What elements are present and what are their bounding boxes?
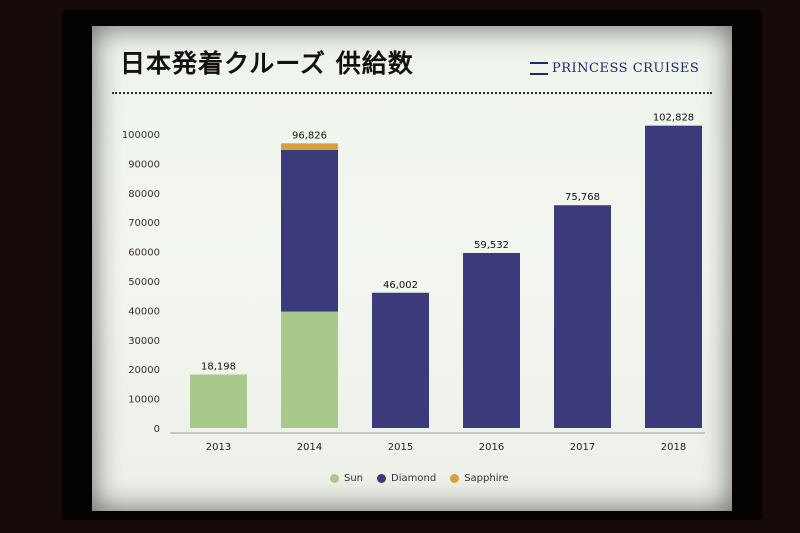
y-tick-label: 10000 [128, 395, 160, 406]
x-tick-label-2016: 2016 [479, 442, 504, 453]
bar-diamond-2016 [463, 252, 520, 428]
princess-cruises-logo-icon [530, 62, 548, 75]
legend-item-sapphire: Sapphire [450, 473, 509, 484]
bar-diamond-2014 [281, 149, 338, 312]
data-label-2018: 102,828 [653, 113, 694, 124]
brand-logo-text: PRINCESS CRUISES [530, 61, 699, 76]
data-label-2017: 75,768 [565, 192, 600, 203]
presentation-slide [92, 26, 732, 511]
y-tick-label: 80000 [128, 189, 160, 200]
x-tick-label-2017: 2017 [570, 442, 595, 453]
data-label-2014: 96,826 [292, 130, 327, 141]
x-tick-label-2018: 2018 [661, 442, 686, 453]
x-tick-label-2015: 2015 [388, 442, 413, 453]
bar-diamond-2017 [554, 205, 611, 428]
legend-label: Diamond [391, 473, 437, 484]
y-tick-label: 60000 [128, 248, 160, 259]
data-label-2013: 18,198 [201, 361, 236, 372]
y-tick-label: 30000 [128, 336, 160, 347]
legend-item-sun: Sun [330, 473, 363, 484]
brand-name: PRINCESS CRUISES [552, 61, 700, 76]
y-tick-label: 50000 [128, 277, 160, 288]
y-tick-label: 90000 [128, 159, 160, 170]
y-tick-label: 70000 [128, 218, 160, 229]
data-label-2016: 59,532 [474, 240, 509, 251]
legend-label: Sapphire [464, 473, 509, 484]
bar-diamond-2015 [372, 292, 429, 428]
chart-legend: Sun Diamond Sapphire [330, 473, 509, 484]
legend-swatch [377, 474, 387, 483]
title-divider [112, 92, 712, 94]
bar-diamond-2018 [645, 125, 702, 429]
legend-swatch [450, 474, 460, 483]
y-tick-label: 40000 [128, 306, 160, 317]
y-tick-label: 20000 [128, 365, 160, 376]
bar-sapphire-2014 [281, 143, 338, 150]
bar-sun-2013 [190, 374, 247, 428]
legend-item-diamond: Diamond [377, 473, 436, 484]
y-tick-label: 100000 [122, 130, 160, 141]
x-tick-label-2014: 2014 [297, 442, 322, 453]
legend-label: Sun [344, 473, 364, 484]
slide-title: 日本発着クルーズ 供給数 [120, 49, 414, 78]
legend-swatch [330, 474, 339, 483]
data-label-2015: 46,002 [383, 280, 418, 291]
x-tick-label-2013: 2013 [206, 442, 231, 453]
bar-sun-2014 [281, 311, 338, 428]
y-tick-label: 0 [154, 424, 160, 435]
